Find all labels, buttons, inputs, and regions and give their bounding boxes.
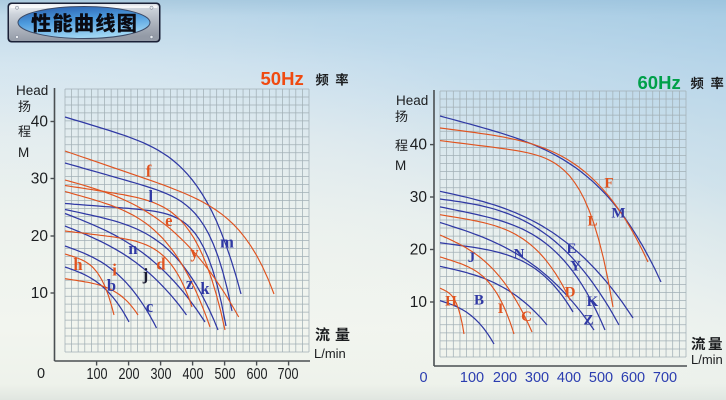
svg-text:c: c [146, 297, 153, 316]
svg-text:y: y [190, 243, 199, 262]
svg-text:600: 600 [621, 370, 645, 386]
svg-text:0: 0 [37, 366, 45, 382]
svg-text:f: f [146, 161, 152, 180]
svg-text:200: 200 [493, 370, 517, 386]
svg-text:200: 200 [119, 366, 140, 383]
svg-text:300: 300 [525, 370, 549, 386]
svg-text:100: 100 [87, 366, 108, 383]
svg-text:N: N [514, 246, 525, 262]
svg-text:Z: Z [583, 312, 593, 328]
svg-text:z: z [186, 274, 193, 293]
svg-text:400: 400 [557, 370, 581, 386]
svg-text:H: H [445, 293, 457, 309]
svg-text:e: e [165, 211, 172, 230]
svg-text:10: 10 [31, 285, 49, 302]
svg-text:J: J [468, 250, 476, 266]
svg-text:30: 30 [31, 171, 49, 188]
svg-text:M: M [18, 145, 29, 160]
svg-text:M: M [395, 158, 406, 173]
svg-text:40: 40 [31, 114, 49, 131]
svg-text:Head: Head [396, 93, 428, 108]
svg-text:n: n [128, 239, 137, 258]
svg-text:m: m [220, 232, 234, 251]
svg-text:700: 700 [278, 366, 299, 383]
svg-text:Head: Head [16, 83, 48, 98]
svg-text:20: 20 [410, 242, 428, 259]
svg-text:k: k [200, 279, 210, 298]
svg-text:500: 500 [589, 370, 613, 386]
svg-text:600: 600 [247, 366, 268, 383]
svg-text:30: 30 [410, 189, 428, 206]
svg-text:500: 500 [215, 366, 236, 383]
svg-text:F: F [604, 175, 613, 191]
svg-text:400: 400 [183, 366, 204, 383]
svg-text:L/min: L/min [691, 352, 723, 367]
svg-text:D: D [565, 284, 576, 300]
svg-text:j: j [142, 265, 149, 284]
svg-text:100: 100 [460, 370, 484, 386]
svg-text:E: E [566, 241, 576, 257]
svg-text:20: 20 [31, 228, 49, 245]
svg-text:Y: Y [570, 258, 581, 274]
svg-text:50Hz: 50Hz [261, 68, 304, 89]
svg-text:h: h [73, 255, 82, 274]
svg-text:300: 300 [151, 366, 172, 383]
svg-text:b: b [107, 276, 116, 295]
svg-text:L: L [587, 213, 597, 229]
svg-text:B: B [474, 292, 484, 308]
svg-text:d: d [156, 254, 165, 273]
svg-text:I: I [498, 301, 504, 317]
svg-text:l: l [149, 187, 154, 206]
svg-text:0: 0 [419, 370, 427, 386]
svg-text:700: 700 [653, 370, 677, 386]
svg-text:K: K [587, 294, 599, 310]
svg-text:C: C [521, 309, 532, 325]
svg-text:60Hz: 60Hz [638, 72, 681, 93]
svg-text:L/min: L/min [314, 346, 346, 361]
svg-text:10: 10 [410, 294, 428, 311]
svg-text:i: i [112, 260, 117, 279]
svg-text:40: 40 [410, 137, 428, 154]
svg-text:M: M [611, 205, 625, 221]
